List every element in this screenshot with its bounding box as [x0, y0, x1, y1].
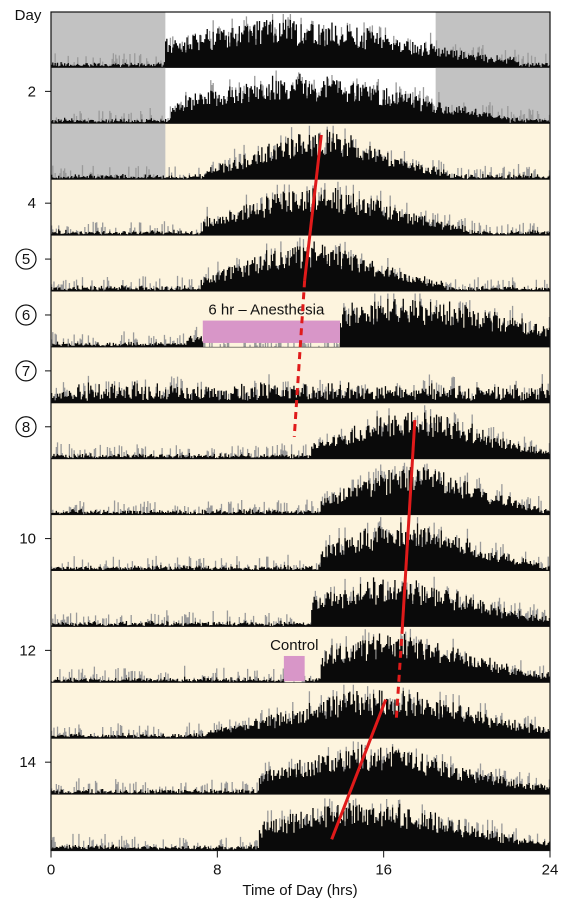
day-row-11 — [50, 571, 551, 628]
day-tick-label-5: 5 — [22, 251, 30, 268]
x-tick-label-16: 16 — [375, 862, 392, 879]
onset-lines — [292, 134, 417, 840]
dark-period — [51, 123, 166, 180]
day-row-14 — [50, 738, 551, 796]
x-tick-label-0: 0 — [47, 862, 55, 879]
onset-line-2 — [400, 419, 417, 627]
dark-period — [51, 67, 166, 124]
onset-line-4 — [330, 699, 388, 840]
day-circle-6 — [15, 304, 37, 326]
day-tick-label-6: 6 — [22, 307, 30, 324]
onset-line-0 — [303, 134, 323, 281]
day-tick-label-12: 12 — [19, 642, 36, 659]
x-axis-title: Time of Day (hrs) — [242, 882, 357, 899]
treatment-bar-0 — [202, 320, 341, 343]
onset-line-1 — [292, 280, 307, 437]
day-row-8 — [50, 403, 551, 460]
axes: Day Time of Day (hrs) — [15, 7, 551, 899]
time-tick-labels: 0 8 16 24 — [47, 850, 559, 879]
day-tick-labels: 2 4 5 6 7 8 10 12 14 — [15, 83, 51, 771]
day-tick-label-2: 2 — [28, 83, 36, 100]
day-row-15 — [50, 794, 551, 851]
treatment-label-1: Control — [270, 637, 318, 654]
day-circle-5 — [15, 248, 37, 270]
treatment-markers: 6 hr – Anesthesia Control — [202, 302, 341, 682]
day-circle-8 — [15, 416, 37, 438]
x-tick-label-24: 24 — [542, 862, 559, 879]
day-row-5 — [50, 235, 551, 292]
treatment-label-0: 6 hr – Anesthesia — [208, 302, 325, 319]
day-circle-7 — [15, 360, 37, 382]
onset-line-3 — [394, 626, 404, 723]
treatment-bar-1 — [283, 655, 305, 682]
day-row-10 — [50, 515, 551, 572]
day-tick-label-4: 4 — [28, 195, 36, 212]
activity-spikes — [52, 462, 548, 515]
activity-spikes — [55, 405, 551, 459]
day-tick-label-10: 10 — [19, 531, 36, 548]
day-row-2 — [50, 67, 551, 125]
activity-spikes — [54, 374, 549, 401]
activity-spikes — [52, 576, 546, 626]
day-tick-label-8: 8 — [22, 419, 30, 436]
day-row-13 — [50, 682, 551, 740]
activity-spikes — [59, 628, 551, 683]
plot-frame — [50, 11, 551, 852]
day-row-3 — [50, 123, 551, 181]
day-row-4 — [50, 179, 551, 237]
day-tick-label-14: 14 — [19, 754, 36, 771]
activity-spikes — [52, 125, 551, 179]
activity-spikes — [55, 70, 551, 123]
day-tick-label-7: 7 — [22, 363, 30, 380]
day-rows — [50, 12, 551, 851]
activity-spikes — [54, 14, 547, 67]
day-row-9 — [50, 459, 551, 516]
day-row-1 — [50, 12, 551, 69]
x-tick-label-8: 8 — [213, 862, 221, 879]
y-axis-title: Day — [15, 7, 42, 24]
